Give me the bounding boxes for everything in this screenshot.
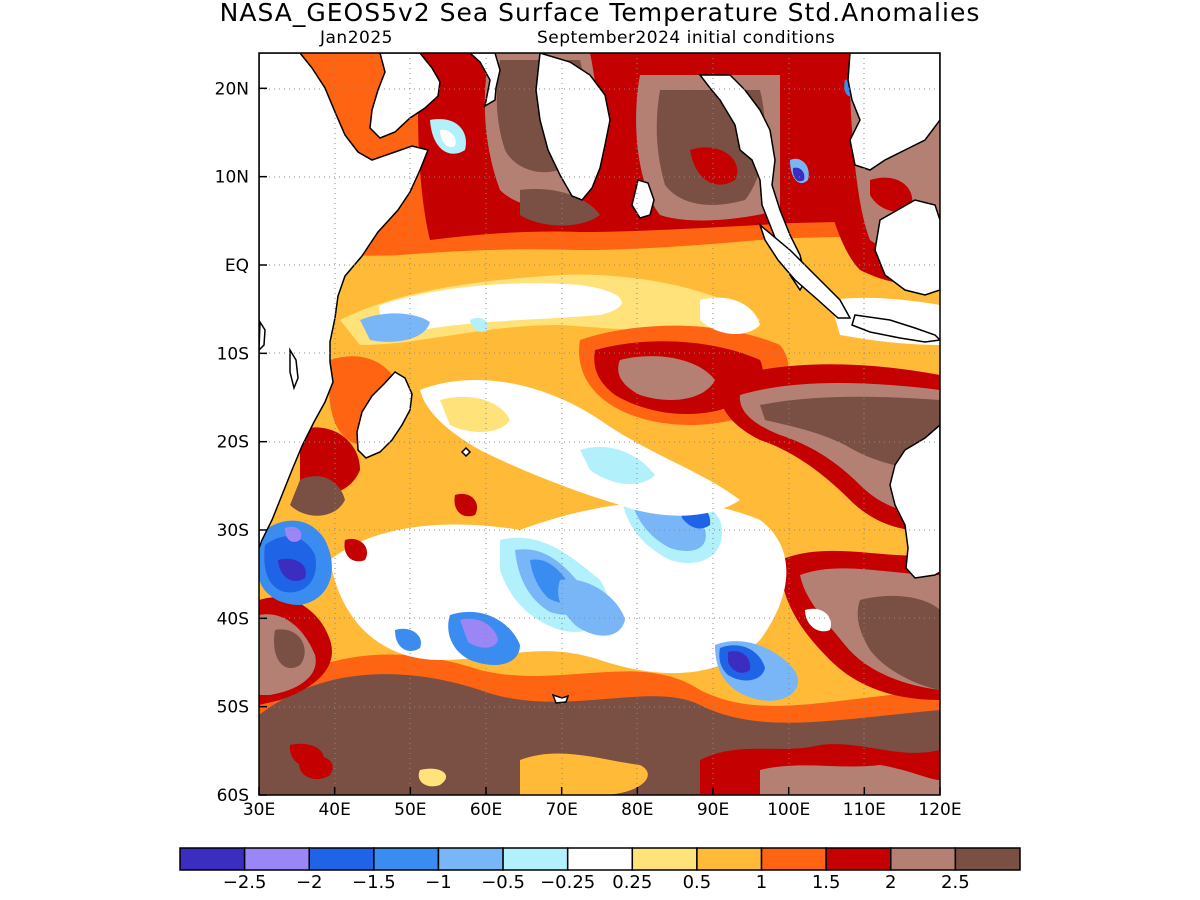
colorbar-label: 0.25 xyxy=(612,872,653,893)
colorbar-swatch xyxy=(696,847,763,871)
y-tick-label: 10S xyxy=(217,344,249,364)
colorbar-label: 2 xyxy=(885,872,897,893)
x-tick-label: 70E xyxy=(545,800,577,820)
colorbar-label: −1.5 xyxy=(351,872,396,893)
colorbar-swatch xyxy=(760,847,827,871)
y-tick-label: 20S xyxy=(217,433,249,453)
colorbar-label: −0.25 xyxy=(540,872,596,893)
colorbar-label: −1 xyxy=(425,872,452,893)
colorbar-swatch xyxy=(631,847,698,871)
colorbar xyxy=(179,847,1021,871)
x-tick-label: 80E xyxy=(621,800,653,820)
colorbar-swatch xyxy=(825,847,892,871)
y-tick-label: 10N xyxy=(215,168,249,188)
y-tick-label: 60S xyxy=(217,786,249,806)
colorbar-label: 0.5 xyxy=(682,872,712,893)
y-tick-label: 30S xyxy=(217,521,249,541)
map-title: NASA_GEOS5v2 Sea Surface Temperature Std… xyxy=(219,0,981,27)
y-axis: 20N 10N EQ 10S 20S 30S 40S 50S 60S xyxy=(215,79,267,806)
forecast-month: Jan2025 xyxy=(320,28,393,48)
colorbar-label: −0.5 xyxy=(481,872,525,893)
x-axis: 30E 40E 50E 60E 70E 80E 90E 100E 110E 120E xyxy=(243,787,962,820)
initial-conditions: September2024 initial conditions xyxy=(537,28,836,48)
colorbar-swatch xyxy=(437,847,504,871)
colorbar-label: 1.5 xyxy=(811,872,841,893)
colorbar-swatch xyxy=(243,847,310,871)
colorbar-swatch xyxy=(566,847,634,871)
x-tick-label: 40E xyxy=(318,800,350,820)
x-tick-label: 120E xyxy=(918,800,961,820)
colorbar-swatch xyxy=(373,847,440,871)
x-tick-label: 30E xyxy=(243,800,275,820)
colorbar-swatch xyxy=(890,847,957,871)
colorbar-swatch xyxy=(502,847,569,871)
y-tick-label: EQ xyxy=(225,256,249,276)
colorbar-label: 1 xyxy=(755,872,768,893)
land-outlines xyxy=(259,53,940,704)
y-tick-label: 50S xyxy=(217,698,249,718)
x-tick-label: 100E xyxy=(767,800,810,820)
colorbar-swatch xyxy=(179,847,246,871)
x-tick-label: 50E xyxy=(394,800,426,820)
colorbar-swatch xyxy=(308,847,375,871)
colorbar-label: −2 xyxy=(295,872,323,893)
x-tick-label: 60E xyxy=(470,800,502,820)
grid-lines xyxy=(259,53,940,795)
colorbar-swatch xyxy=(954,847,1021,871)
colorbar-label: −2.5 xyxy=(222,872,267,893)
y-tick-label: 20N xyxy=(215,79,249,99)
y-tick-label: 40S xyxy=(217,609,249,629)
plot-frame xyxy=(258,52,941,796)
colorbar-label: 2.5 xyxy=(941,872,970,893)
x-tick-label: 90E xyxy=(697,800,729,820)
x-tick-label: 110E xyxy=(843,800,886,820)
